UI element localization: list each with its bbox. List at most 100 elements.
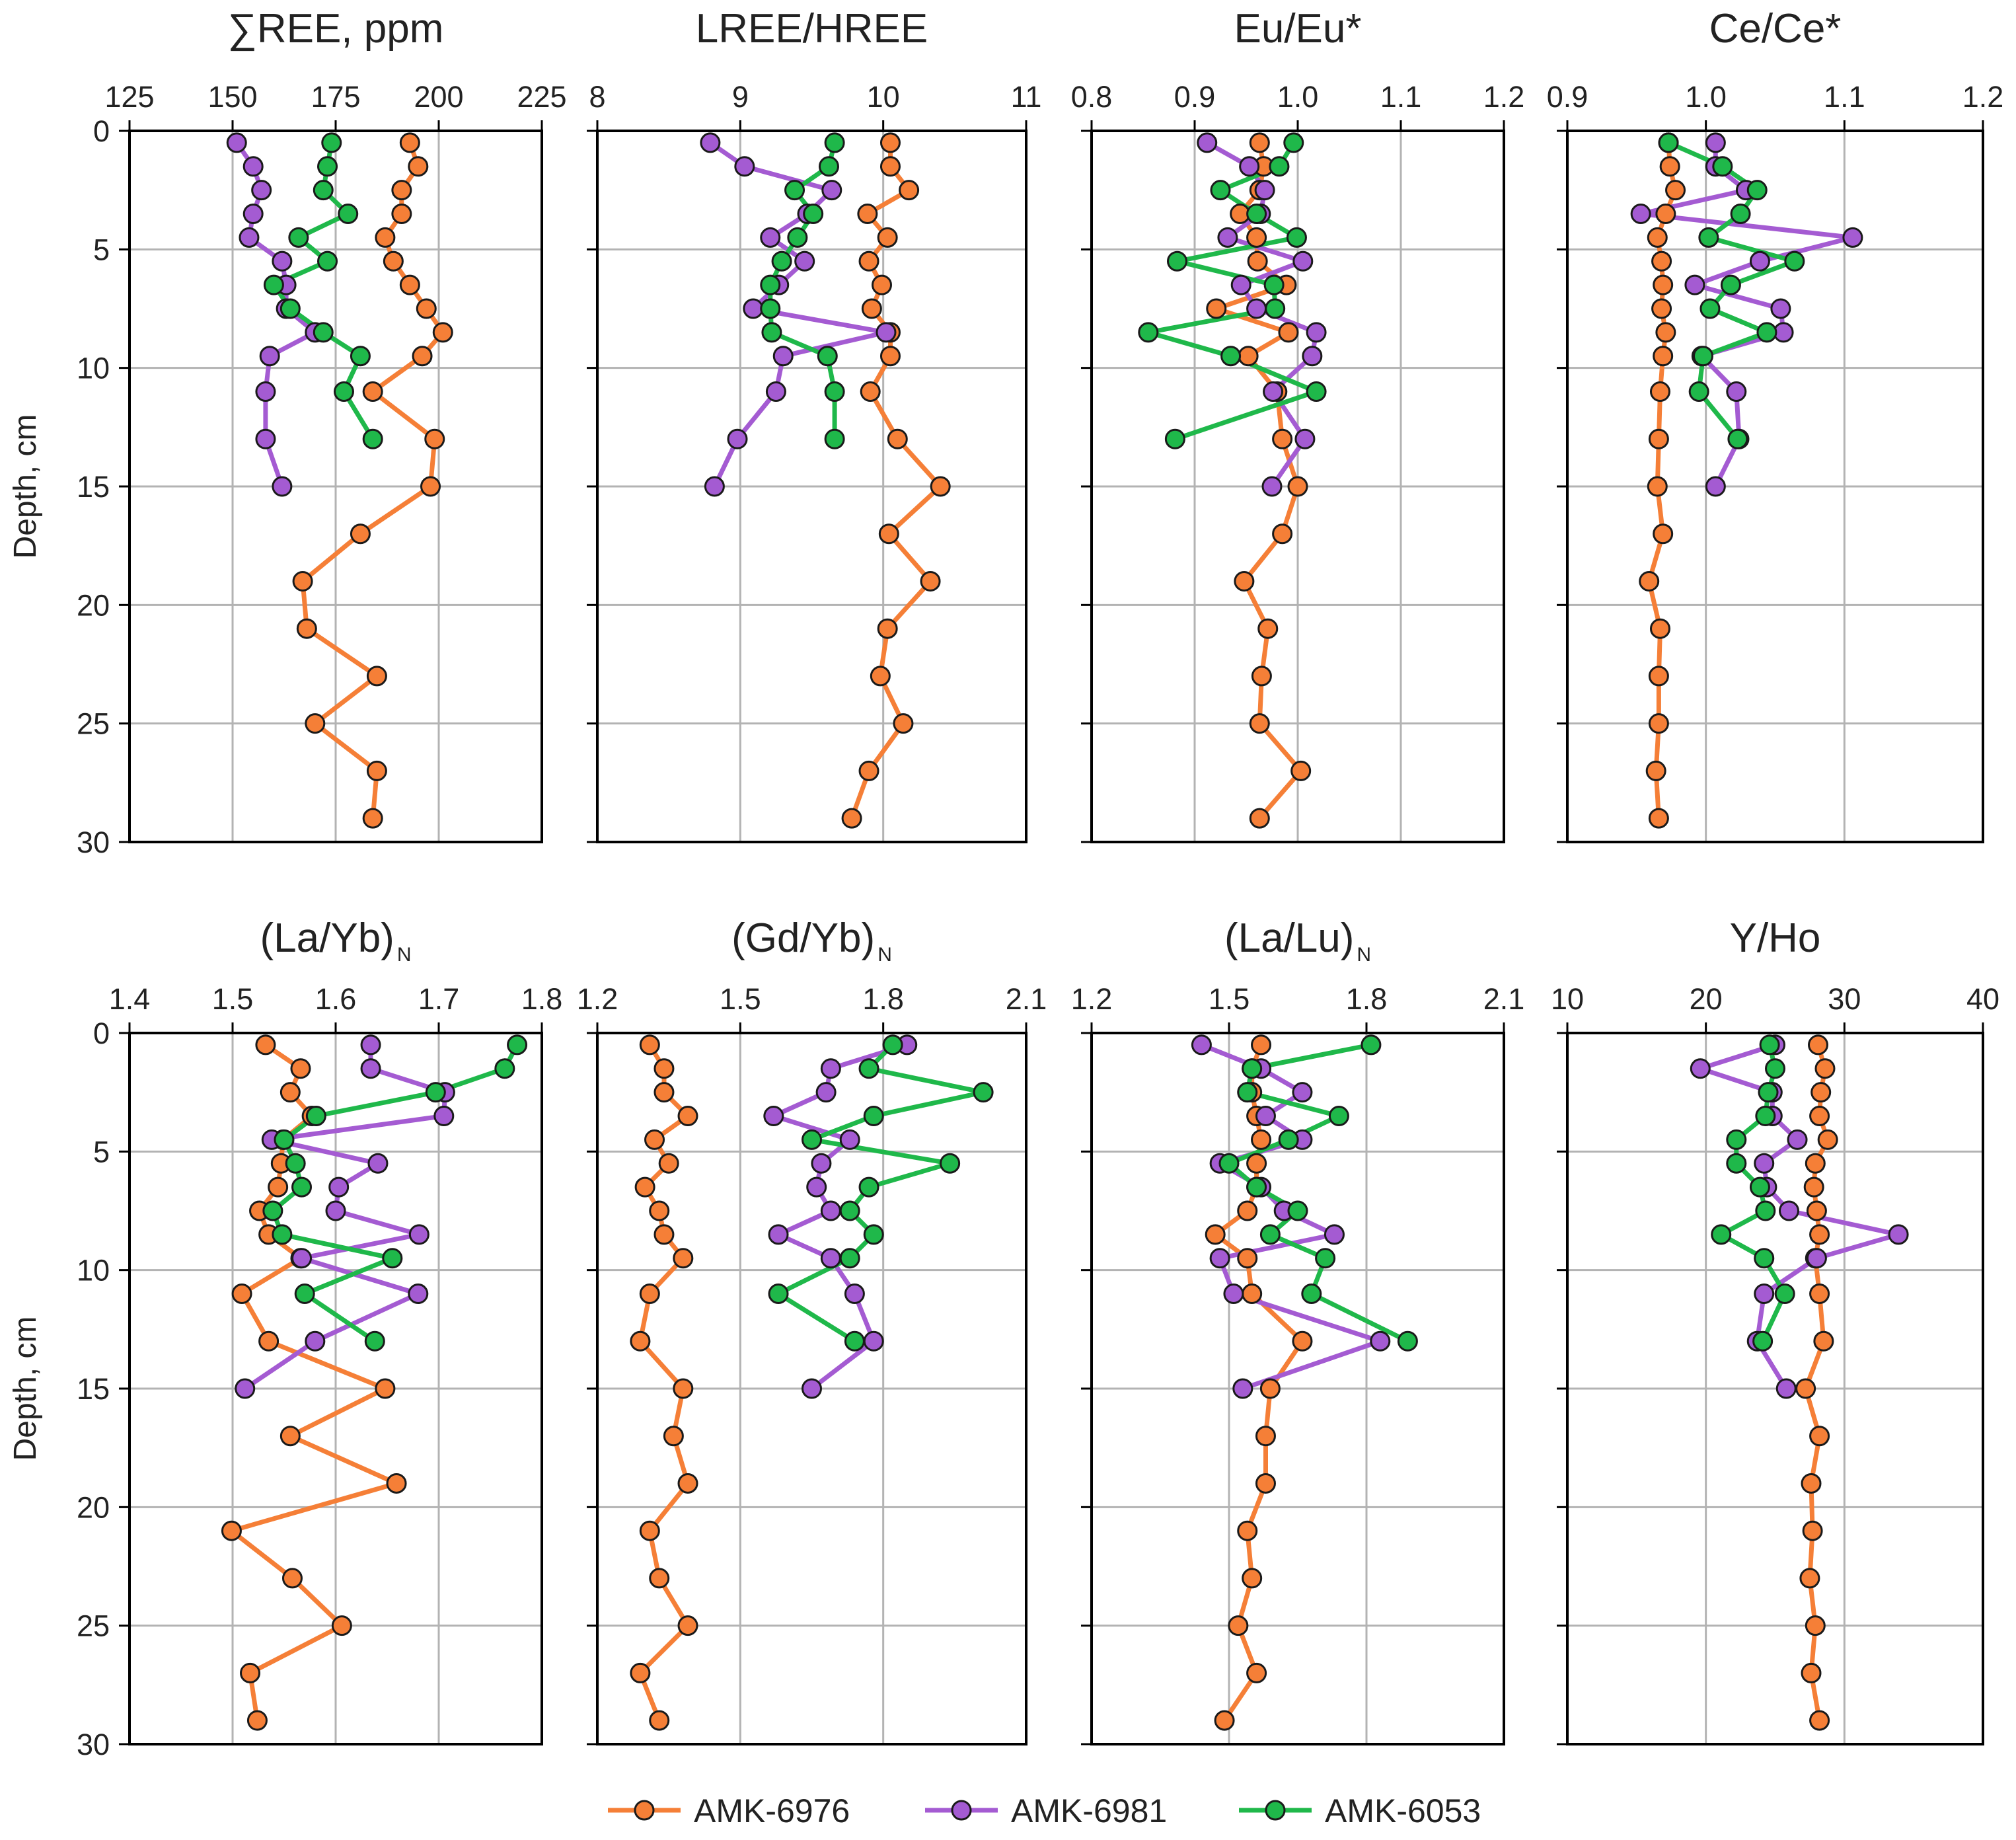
data-point-amk-6976 xyxy=(1809,1106,1830,1127)
x-tick-label: 1.2 xyxy=(1071,982,1113,1016)
y-tick-label: 15 xyxy=(77,470,110,504)
data-point-amk-6053 xyxy=(350,346,371,367)
x-tick-label: 0.9 xyxy=(1547,80,1588,114)
data-point-amk-6976 xyxy=(246,1710,268,1731)
x-tick-label: 10 xyxy=(867,80,900,114)
x-tick-label: 1.0 xyxy=(1685,80,1727,114)
data-point-amk-6981 xyxy=(433,1106,455,1127)
x-tick-label: 20 xyxy=(1690,982,1723,1016)
data-point-amk-6976 xyxy=(1648,713,1669,734)
x-tick-label: 8 xyxy=(589,80,605,114)
data-point-amk-6981 xyxy=(1217,227,1238,248)
data-point-amk-6976 xyxy=(1234,570,1255,592)
data-point-amk-6981 xyxy=(235,1378,256,1399)
data-point-amk-6976 xyxy=(1809,1710,1830,1731)
x-tick-label: 10 xyxy=(1551,982,1584,1016)
x-tick-label: 11 xyxy=(1011,80,1042,114)
data-point-amk-6053 xyxy=(382,1248,403,1269)
data-point-amk-6976 xyxy=(1246,1662,1267,1683)
data-point-amk-6976 xyxy=(296,618,317,639)
data-point-amk-6053 xyxy=(787,227,808,248)
data-point-amk-6976 xyxy=(1292,1330,1313,1352)
data-point-amk-6976 xyxy=(658,1153,679,1174)
data-point-amk-6053 xyxy=(1138,322,1159,343)
legend-label: AMK-6053 xyxy=(1325,1792,1481,1829)
data-point-amk-6981 xyxy=(876,322,897,343)
data-point-amk-6053 xyxy=(1315,1248,1336,1269)
data-point-amk-6976 xyxy=(231,1284,252,1305)
data-point-amk-6053 xyxy=(1306,381,1327,402)
data-point-amk-6053 xyxy=(1699,298,1721,319)
x-tick-label: 1.1 xyxy=(1380,80,1422,114)
y-tick-label: 30 xyxy=(77,825,110,859)
panel-title-subscript: N xyxy=(877,944,892,966)
series-line-amk-6976 xyxy=(300,140,445,821)
data-point-amk-6981 xyxy=(806,1176,827,1198)
data-point-amk-6976 xyxy=(1801,1662,1822,1683)
data-point-amk-6053 xyxy=(494,1058,515,1079)
data-point-amk-6053 xyxy=(824,381,845,402)
data-point-amk-6976 xyxy=(280,1082,301,1103)
y-tick-label: 25 xyxy=(77,1609,110,1643)
x-tick-label: 125 xyxy=(104,80,154,114)
x-tick-label: 225 xyxy=(517,80,566,114)
data-point-amk-6981 xyxy=(1197,132,1218,153)
data-point-amk-6976 xyxy=(630,1330,651,1352)
data-point-amk-6976 xyxy=(649,1568,670,1589)
data-point-amk-6981 xyxy=(1778,1200,1799,1221)
data-point-amk-6976 xyxy=(1659,156,1680,177)
panel-title: ∑REE, ppm xyxy=(228,6,444,52)
data-point-amk-6053 xyxy=(839,1248,860,1269)
data-point-amk-6976 xyxy=(1817,1129,1838,1150)
data-point-amk-6976 xyxy=(649,1710,670,1731)
data-point-amk-6981 xyxy=(305,1330,326,1352)
data-point-amk-6976 xyxy=(644,1129,665,1150)
y-tick-label: 5 xyxy=(93,1135,110,1169)
panel-gd-yb-n: (Gd/Yb) N 1.2 1.5 1.8 2.1 xyxy=(577,915,1047,1745)
data-point-amk-6976 xyxy=(1249,808,1270,829)
data-point-amk-6053 xyxy=(294,1284,315,1305)
data-point-amk-6976 xyxy=(860,381,881,402)
plot-frame xyxy=(1090,1032,1505,1745)
data-point-amk-6976 xyxy=(1653,346,1674,367)
data-point-amk-6976 xyxy=(1272,428,1293,449)
data-point-amk-6976 xyxy=(1639,570,1660,592)
data-point-amk-6976 xyxy=(268,1176,289,1198)
data-point-amk-6976 xyxy=(1647,476,1668,497)
data-point-amk-6981 xyxy=(1787,1129,1808,1150)
data-point-amk-6981 xyxy=(815,1082,837,1103)
plot-frame xyxy=(128,130,543,843)
data-point-amk-6981 xyxy=(727,428,748,449)
plot-frame xyxy=(596,130,1027,843)
data-point-amk-6053 xyxy=(803,204,824,225)
data-point-amk-6976 xyxy=(391,180,412,201)
data-point-amk-6053 xyxy=(1755,1106,1776,1127)
data-point-amk-6053 xyxy=(1784,250,1805,272)
data-point-amk-6976 xyxy=(1807,1034,1828,1055)
data-point-amk-6976 xyxy=(1648,666,1669,687)
data-point-amk-6981 xyxy=(1254,180,1275,201)
data-point-amk-6981 xyxy=(243,204,264,225)
plot-frame xyxy=(1090,130,1505,843)
data-point-amk-6981 xyxy=(1306,322,1327,343)
data-point-amk-6981 xyxy=(820,1200,841,1221)
data-point-amk-6976 xyxy=(1251,666,1272,687)
data-point-amk-6976 xyxy=(1257,618,1279,639)
data-point-amk-6053 xyxy=(1727,428,1748,449)
y-axis-label: Depth, cm xyxy=(8,414,43,559)
data-point-amk-6053 xyxy=(760,298,781,319)
data-point-amk-6976 xyxy=(649,1200,670,1221)
data-point-amk-6981 xyxy=(255,428,276,449)
data-point-amk-6053 xyxy=(425,1082,446,1103)
data-point-amk-6981 xyxy=(1209,1248,1230,1269)
x-tick-label: 2.1 xyxy=(1006,982,1047,1016)
data-point-amk-6053 xyxy=(768,1284,789,1305)
data-point-amk-6981 xyxy=(408,1224,429,1245)
data-point-amk-6976 xyxy=(258,1330,280,1352)
data-point-amk-6976 xyxy=(1246,1153,1267,1174)
y-axis-label: Depth, cm xyxy=(8,1317,43,1461)
data-point-amk-6981 xyxy=(734,156,755,177)
data-point-amk-6976 xyxy=(1795,1378,1816,1399)
data-point-amk-6053 xyxy=(802,1129,822,1150)
y-tick-label: 15 xyxy=(77,1372,110,1406)
